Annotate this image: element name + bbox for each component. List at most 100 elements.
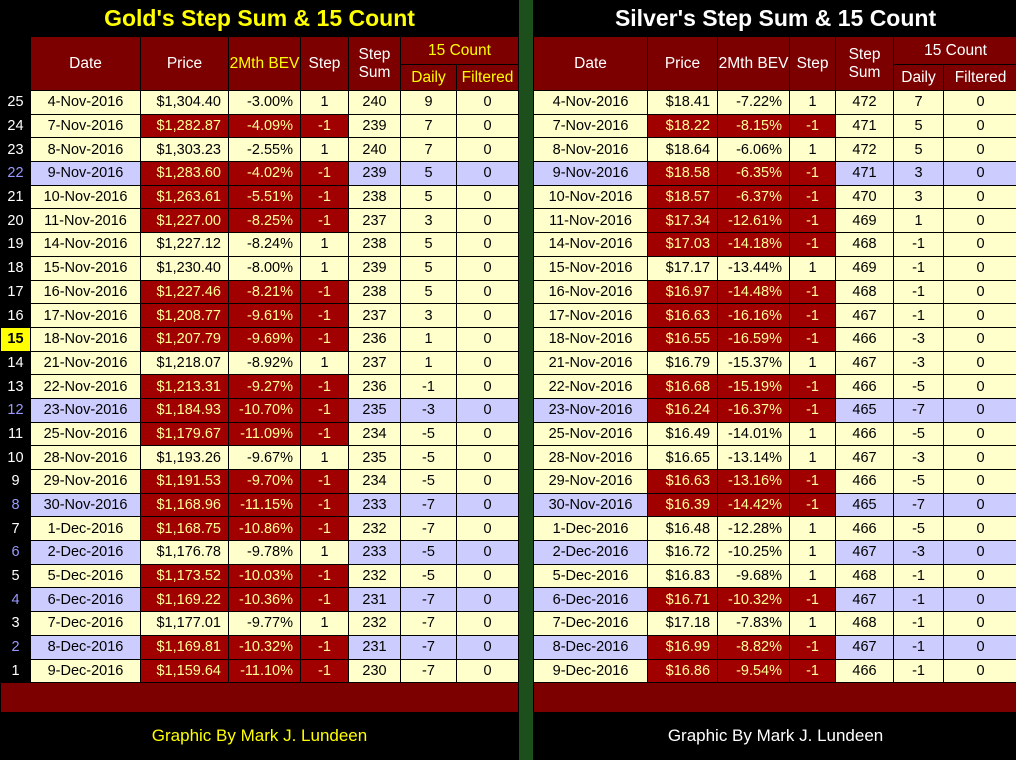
step-cell: 1: [300, 540, 349, 565]
table-row: 24 7-Nov-2016 $1,282.87 -4.09% -1 239 7 0: [0, 113, 520, 139]
step-cell: -1: [789, 208, 837, 234]
bev-cell: -9.54%: [717, 658, 791, 684]
table-row: 22 9-Nov-2016 $1,283.60 -4.02% -1 239 5 0: [0, 161, 520, 186]
daily-count-cell: 5: [400, 279, 457, 305]
step-cell: -1: [300, 208, 349, 234]
step-sum-column-header: Step Sum: [348, 36, 401, 91]
table-row: 4-Nov-2016 $18.41 -7.22% 1 472 7 0: [533, 90, 1016, 115]
price-cell: $18.58: [647, 161, 719, 186]
table-row: 9 29-Nov-2016 $1,191.53 -9.70% -1 234 -5 0: [0, 469, 520, 494]
price-cell: $1,227.46: [140, 279, 229, 305]
bev-cell: -10.03%: [228, 563, 301, 589]
bev-cell: -8.21%: [228, 279, 301, 305]
step-cell: -1: [300, 587, 349, 613]
row-number-column-header: [0, 36, 31, 91]
step-cell: 1: [789, 350, 837, 376]
daily-count-cell: 3: [893, 184, 945, 210]
step-sum-cell: 232: [348, 516, 401, 542]
price-cell: $16.97: [647, 279, 719, 305]
daily-count-cell: -5: [400, 563, 457, 589]
step-cell: -1: [300, 374, 349, 399]
date-cell: 28-Nov-2016: [533, 445, 649, 470]
step-sum-cell: 239: [348, 113, 401, 139]
step-cell: -1: [300, 279, 349, 305]
filtered-count-cell: 0: [943, 279, 1016, 305]
bev-cell: -16.59%: [717, 326, 791, 352]
daily-count-cell: 9: [400, 90, 457, 115]
filtered-count-cell: 0: [455, 350, 520, 376]
filtered-count-cell: 0: [455, 397, 520, 423]
price-cell: $16.83: [647, 563, 719, 589]
filtered-count-cell: 0: [943, 540, 1016, 565]
price-cell: $1,176.78: [140, 540, 229, 565]
bev-cell: -2.55%: [228, 137, 301, 163]
step-sum-cell: 235: [348, 445, 401, 470]
date-cell: 10-Nov-2016: [533, 184, 649, 210]
row-number-cell: 23: [0, 137, 31, 163]
table-row: 7-Dec-2016 $17.18 -7.83% 1 468 -1 0: [533, 611, 1016, 636]
step-sum-cell: 468: [835, 279, 895, 305]
daily-count-cell: 1: [893, 208, 945, 234]
price-cell: $1,159.64: [140, 658, 229, 684]
bev-cell: -10.70%: [228, 397, 301, 423]
bev-cell: -14.01%: [717, 421, 791, 447]
step-cell: -1: [300, 492, 349, 518]
step-sum-cell: 465: [835, 397, 895, 423]
price-cell: $1,177.01: [140, 611, 229, 636]
step-cell: 1: [789, 516, 837, 542]
filtered-count-cell: 0: [943, 421, 1016, 447]
table-row: 1 9-Dec-2016 $1,159.64 -11.10% -1 230 -7 0: [0, 658, 520, 684]
price-cell: $1,282.87: [140, 113, 229, 139]
price-cell: $1,303.23: [140, 137, 229, 163]
step-sum-cell: 466: [835, 469, 895, 494]
daily-count-cell: 7: [400, 113, 457, 139]
row-number-cell: 15: [0, 326, 31, 352]
date-cell: 1-Dec-2016: [30, 516, 141, 542]
table-row: 17-Nov-2016 $16.63 -16.16% -1 467 -1 0: [533, 303, 1016, 328]
filtered-count-cell: 0: [455, 445, 520, 470]
bev-cell: -9.27%: [228, 374, 301, 399]
step-sum-cell: 237: [348, 208, 401, 234]
step-sum-cell: 236: [348, 326, 401, 352]
step-sum-cell: 233: [348, 540, 401, 565]
date-cell: 11-Nov-2016: [533, 208, 649, 234]
step-sum-cell: 466: [835, 421, 895, 447]
table-row: 16-Nov-2016 $16.97 -14.48% -1 468 -1 0: [533, 279, 1016, 305]
bev-cell: -6.06%: [717, 137, 791, 163]
step-sum-cell: 236: [348, 374, 401, 399]
filtered-count-cell: 0: [455, 255, 520, 281]
bev-cell: -4.09%: [228, 113, 301, 139]
bev-cell: -9.68%: [717, 563, 791, 589]
row-number-cell: 10: [0, 445, 31, 470]
bev-cell: -14.48%: [717, 279, 791, 305]
filtered-count-cell: 0: [943, 137, 1016, 163]
filtered-count-cell: 0: [455, 540, 520, 565]
bev-cell: -11.09%: [228, 421, 301, 447]
row-number-cell: 7: [0, 516, 31, 542]
table-row: 17 16-Nov-2016 $1,227.46 -8.21% -1 238 5 0: [0, 279, 520, 305]
daily-count-cell: -7: [400, 492, 457, 518]
bev-cell: -9.70%: [228, 469, 301, 494]
step-cell: -1: [789, 326, 837, 352]
daily-count-cell: -1: [400, 374, 457, 399]
bev-cell: -14.42%: [717, 492, 791, 518]
date-cell: 15-Nov-2016: [30, 255, 141, 281]
table-row: 18 15-Nov-2016 $1,230.40 -8.00% 1 239 5 0: [0, 255, 520, 281]
bev-cell: -8.00%: [228, 255, 301, 281]
row-number-cell: 21: [0, 184, 31, 210]
gold-bottom-strip: [0, 682, 520, 713]
date-cell: 4-Nov-2016: [533, 90, 649, 115]
bev-cell: -12.28%: [717, 516, 791, 542]
bev-cell: -8.92%: [228, 350, 301, 376]
bev-cell: -6.37%: [717, 184, 791, 210]
row-number-cell: 6: [0, 540, 31, 565]
table-row: 14-Nov-2016 $17.03 -14.18% -1 468 -1 0: [533, 232, 1016, 257]
daily-count-cell: -3: [893, 326, 945, 352]
gold-table-title: Gold's Step Sum & 15 Count: [0, 0, 520, 37]
date-cell: 22-Nov-2016: [533, 374, 649, 399]
date-cell: 15-Nov-2016: [533, 255, 649, 281]
table-row: 23 8-Nov-2016 $1,303.23 -2.55% 1 240 7 0: [0, 137, 520, 163]
row-number-cell: 25: [0, 90, 31, 115]
filtered-count-cell: 0: [455, 90, 520, 115]
